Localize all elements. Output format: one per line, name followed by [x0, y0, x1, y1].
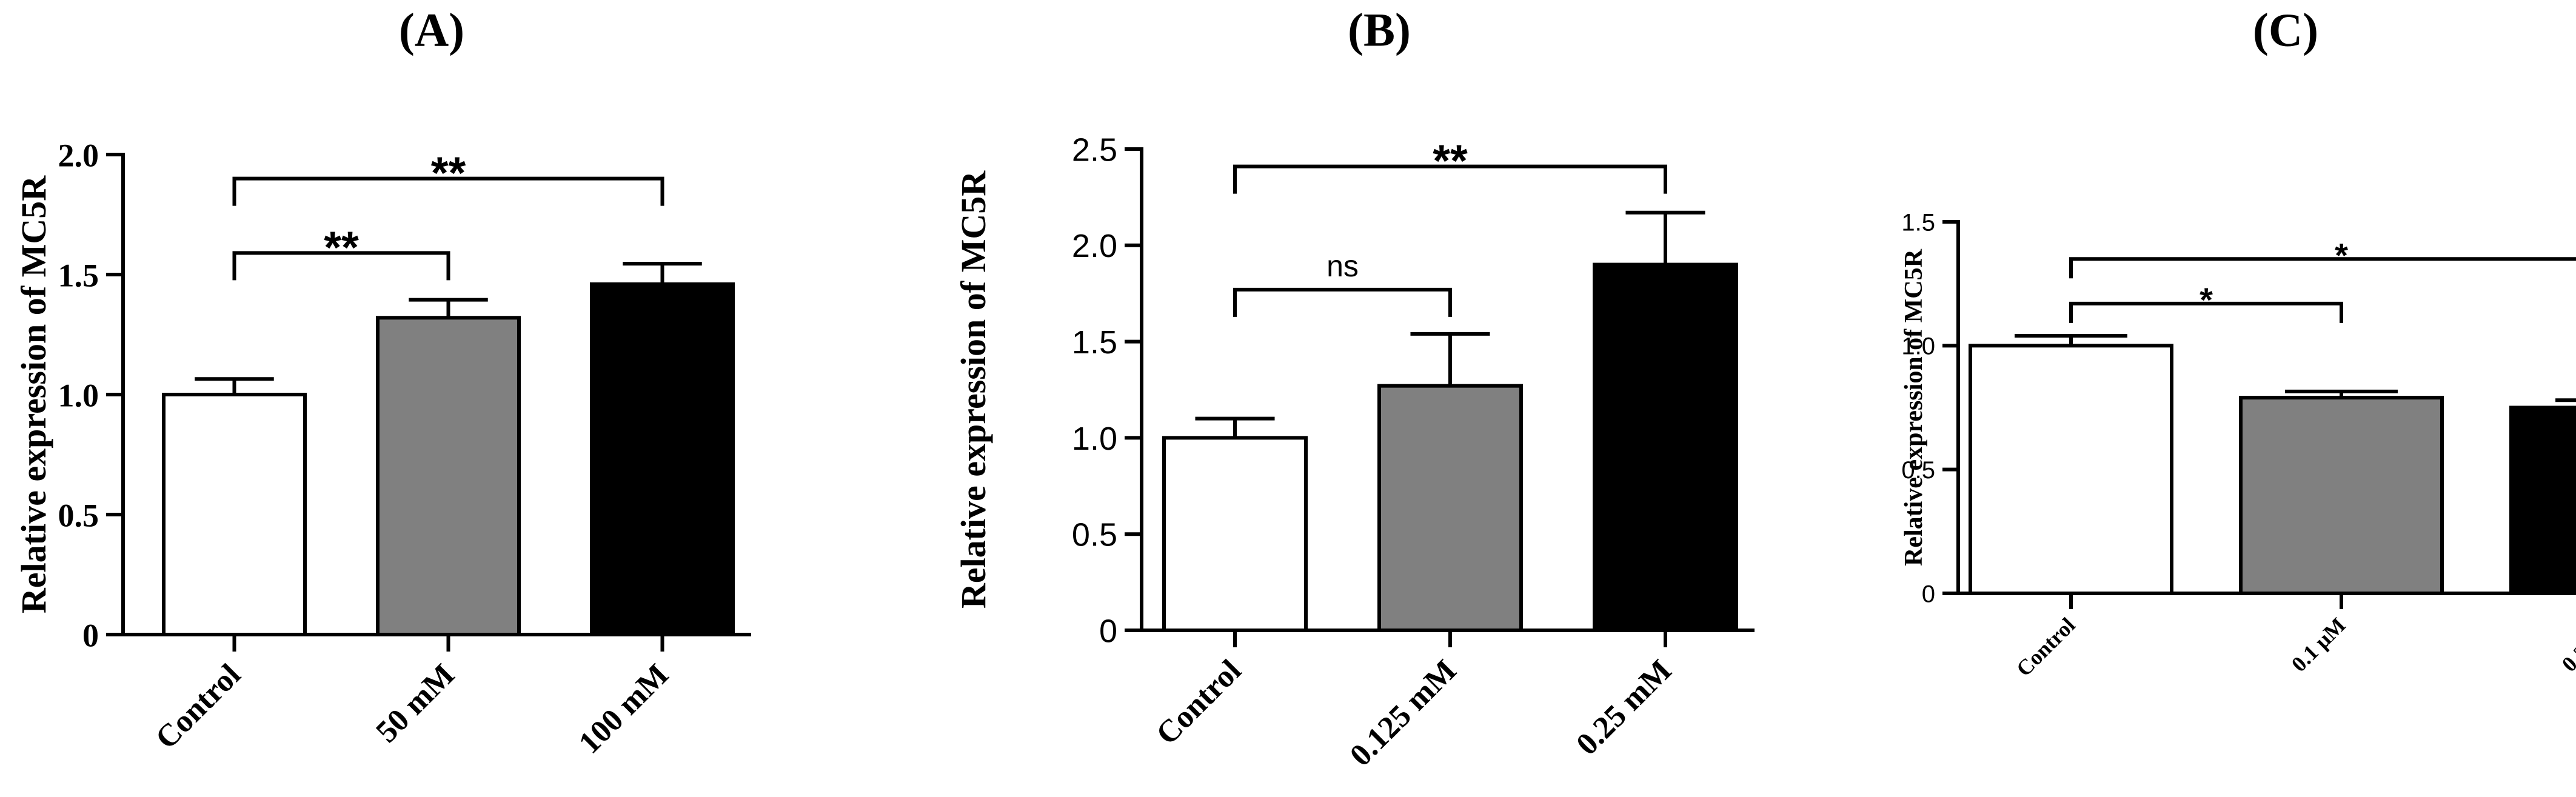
y-tick-label: 0.5	[1072, 517, 1117, 553]
x-tick-label: 100 mM	[572, 658, 675, 761]
significance-bracket	[232, 176, 664, 206]
panel-c: (C) Relative expression of MC5R 0 0.5 1.0 1.5…	[1900, 3, 2576, 681]
significance-label: **	[431, 148, 466, 198]
significance-bracket	[1233, 287, 1452, 317]
significance-label: ns	[1326, 249, 1359, 283]
significance-label: *	[2200, 281, 2213, 319]
bar-3	[590, 282, 735, 636]
y-tick-label: 1.5	[58, 257, 99, 293]
x-tick-label: 0.25 mM	[1570, 653, 1678, 762]
bar-1	[162, 393, 307, 636]
bar-1	[1162, 436, 1308, 633]
y-tick-label: 1.0	[58, 377, 99, 413]
bar-2	[2239, 396, 2444, 595]
x-tick-label: Control	[2012, 613, 2080, 681]
bar-1	[1969, 344, 2173, 595]
panel-a: (A) Relative expression of MC5R 0 0.5 1.0 1.5…	[14, 3, 751, 761]
y-tick-label: 1.5	[1901, 209, 1935, 236]
significance-bracket	[2069, 257, 2576, 279]
panel-label: (A)	[399, 3, 464, 56]
bar-3	[2509, 405, 2576, 595]
y-tick-label: 1.0	[1072, 421, 1117, 457]
bar-3	[1593, 262, 1738, 632]
x-tick-label: 50 mM	[369, 658, 461, 750]
bar-2	[376, 316, 521, 636]
significance-label: **	[1433, 136, 1468, 186]
x-tick-label: 0.3 μM	[2557, 613, 2576, 676]
y-tick-label: 0.5	[58, 497, 99, 533]
significance-bracket	[1233, 164, 1667, 194]
y-tick-label: 0	[1922, 581, 1935, 607]
panel-b: (B) Relative expression of MC5R 0 0.5 1.0 1.5…	[954, 3, 1755, 773]
y-axis-label: Relative expression of MC5R	[14, 175, 53, 613]
y-tick-label: 0	[1099, 613, 1117, 649]
panel-label: (C)	[2253, 3, 2318, 56]
significance-label: *	[2335, 236, 2348, 275]
y-tick-label: 2.0	[58, 137, 99, 173]
x-tick-label: 0.1 μM	[2287, 613, 2350, 676]
y-axis-label: Relative expression of MC5R	[954, 170, 993, 609]
y-axis-label: Relative expression of MC5R	[1900, 248, 1928, 566]
y-tick-label: 0	[82, 617, 99, 653]
panel-label: (B)	[1348, 3, 1411, 56]
y-tick-label: 1.0	[1901, 333, 1935, 360]
y-tick-label: 2.0	[1072, 228, 1117, 264]
y-tick-label: 2.5	[1072, 132, 1117, 168]
significance-bracket	[232, 251, 450, 281]
significance-label: **	[324, 222, 359, 272]
x-tick-label: Control	[149, 658, 247, 756]
significance-bracket	[2069, 301, 2343, 323]
bar-2	[1377, 384, 1523, 632]
x-tick-label: Control	[1149, 653, 1248, 752]
y-tick-label: 1.5	[1072, 324, 1117, 361]
y-tick-label: 0.5	[1901, 457, 1935, 484]
x-tick-label: 0.125 mM	[1343, 653, 1464, 773]
